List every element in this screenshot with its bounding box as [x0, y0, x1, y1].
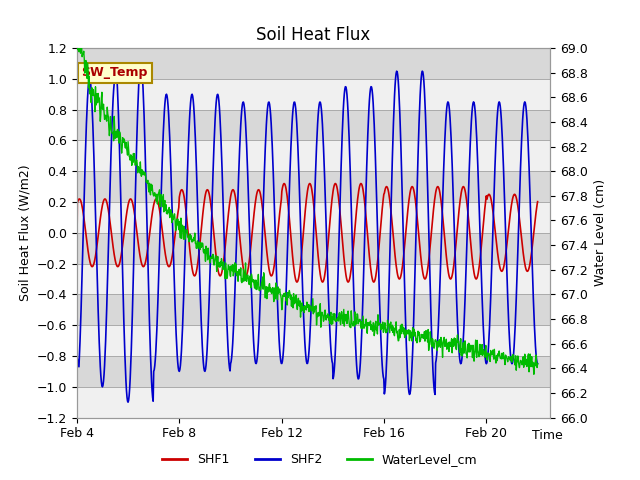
Bar — [77, 294, 550, 325]
Bar — [77, 79, 550, 109]
SHF2 — [534, 361, 541, 367]
WaterLevel_cm — [445, 339, 453, 345]
SHF2 — [124, 399, 132, 405]
SHF2 — [111, 60, 119, 66]
Bar — [77, 325, 550, 356]
WaterLevel_cm — [530, 372, 538, 377]
Bar — [77, 202, 550, 233]
Legend: SHF1, SHF2, WaterLevel_cm: SHF1, SHF2, WaterLevel_cm — [157, 448, 483, 471]
WaterLevel_cm — [182, 232, 189, 238]
SHF2 — [73, 353, 81, 359]
SHF1 — [334, 190, 342, 196]
Bar — [77, 171, 550, 202]
SHF2 — [335, 238, 343, 244]
SHF2 — [446, 115, 454, 121]
SHF1 — [90, 263, 97, 268]
Text: Time: Time — [532, 429, 563, 442]
SHF1 — [446, 276, 454, 281]
WaterLevel_cm — [73, 36, 81, 42]
Bar — [77, 233, 550, 264]
SHF2 — [266, 106, 274, 111]
SHF1 — [73, 268, 81, 274]
SHF1 — [241, 271, 248, 276]
Bar — [77, 140, 550, 171]
SHF2 — [242, 120, 250, 126]
Text: SW_Temp: SW_Temp — [81, 67, 148, 80]
Line: SHF1: SHF1 — [77, 183, 538, 282]
Bar — [77, 264, 550, 294]
Bar — [77, 48, 550, 79]
SHF2 — [90, 137, 97, 143]
Y-axis label: Water Level (cm): Water Level (cm) — [593, 179, 607, 287]
Y-axis label: Soil Heat Flux (W/m2): Soil Heat Flux (W/m2) — [18, 165, 31, 301]
WaterLevel_cm — [534, 361, 541, 367]
WaterLevel_cm — [335, 318, 342, 324]
SHF1 — [370, 279, 378, 285]
Bar — [77, 356, 550, 387]
SHF1 — [534, 199, 541, 204]
SHF2 — [182, 207, 190, 213]
Title: Soil Heat Flux: Soil Heat Flux — [257, 25, 371, 44]
Bar — [77, 387, 550, 418]
Line: SHF2: SHF2 — [77, 63, 538, 402]
SHF1 — [265, 266, 273, 272]
WaterLevel_cm — [90, 92, 98, 98]
WaterLevel_cm — [76, 30, 83, 36]
SHF1 — [357, 180, 365, 186]
WaterLevel_cm — [241, 277, 249, 283]
WaterLevel_cm — [266, 281, 273, 287]
Bar — [77, 109, 550, 140]
Line: WaterLevel_cm: WaterLevel_cm — [77, 33, 538, 374]
SHF1 — [181, 201, 189, 207]
